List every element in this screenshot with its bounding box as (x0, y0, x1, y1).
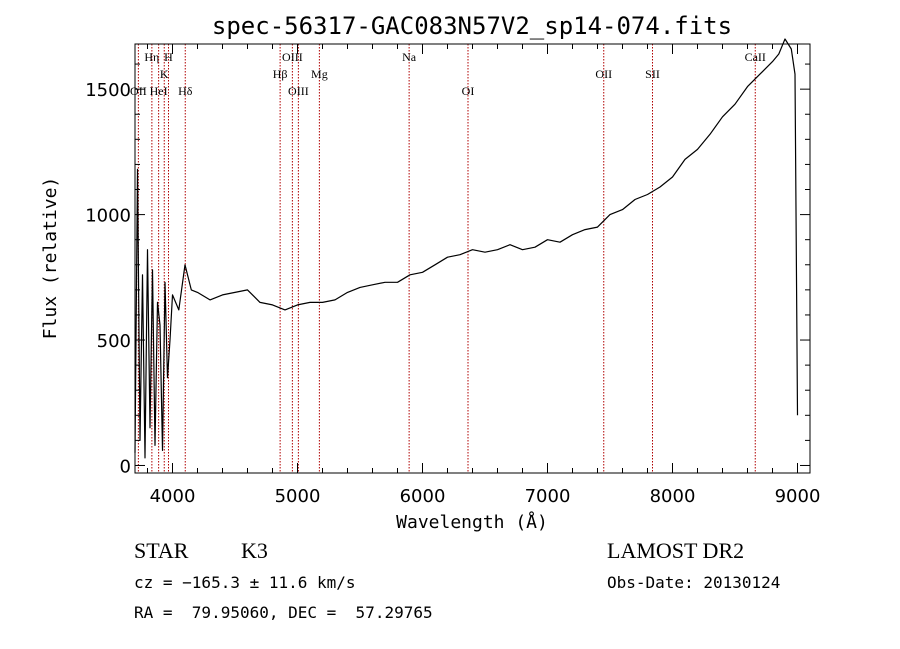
survey-name: LAMOST DR2 (607, 538, 745, 563)
x-tick-label: 6000 (400, 486, 446, 507)
axes: 4000 5000 6000 7000 8000 9000 0 500 1000 1500 (85, 44, 820, 507)
spectral-line-label: OII (130, 84, 147, 98)
plot-frame (134, 43, 811, 474)
spectral-line-label: CaII (745, 50, 766, 64)
spectral-line-label: K (160, 67, 169, 81)
spectral-line-label: Mg (311, 67, 328, 81)
spectral-line-label: H (164, 50, 173, 64)
spectral-line-label: OII (595, 67, 612, 81)
x-axis-label: Wavelength (Å) (396, 511, 548, 533)
y-tick-label: 500 (97, 331, 131, 352)
coordinates-text: RA = 79.95060, DEC = 57.29765 (134, 603, 433, 622)
spectrum-line (134, 38, 799, 459)
observation-date: Obs-Date: 20130124 (607, 573, 781, 592)
y-axis-label: Flux (relative) (40, 177, 61, 340)
chart-title: spec-56317-GAC083N57V2_sp14-074.fits (212, 12, 732, 40)
x-tick-label: 8000 (650, 486, 696, 507)
x-tick-label: 9000 (775, 486, 821, 507)
spectral-line-label: Hη (144, 50, 159, 64)
x-tick-label: 4000 (150, 486, 196, 507)
spectral-line-label: HeI (150, 84, 168, 98)
y-tick-label: 0 (120, 456, 131, 477)
object-subclass: K3 (241, 538, 268, 563)
x-tick-label: 7000 (525, 486, 571, 507)
y-tick-label: 1000 (85, 206, 131, 227)
spectral-line-label: OIII (282, 50, 303, 64)
spectrum-series (134, 38, 799, 459)
spectral-line-label: Na (402, 50, 417, 64)
object-class: STAR (134, 538, 189, 563)
redshift-text: cz = −165.3 ± 11.6 km/s (134, 573, 356, 592)
spectral-line-label: SII (645, 67, 660, 81)
spectral-line-label: Hβ (273, 67, 288, 81)
spectral-line-label: Hδ (178, 84, 193, 98)
spectral-line-label: OIII (288, 84, 309, 98)
y-tick-label: 1500 (85, 80, 131, 101)
x-tick-label: 5000 (275, 486, 321, 507)
spectral-line-label: OI (462, 84, 475, 98)
